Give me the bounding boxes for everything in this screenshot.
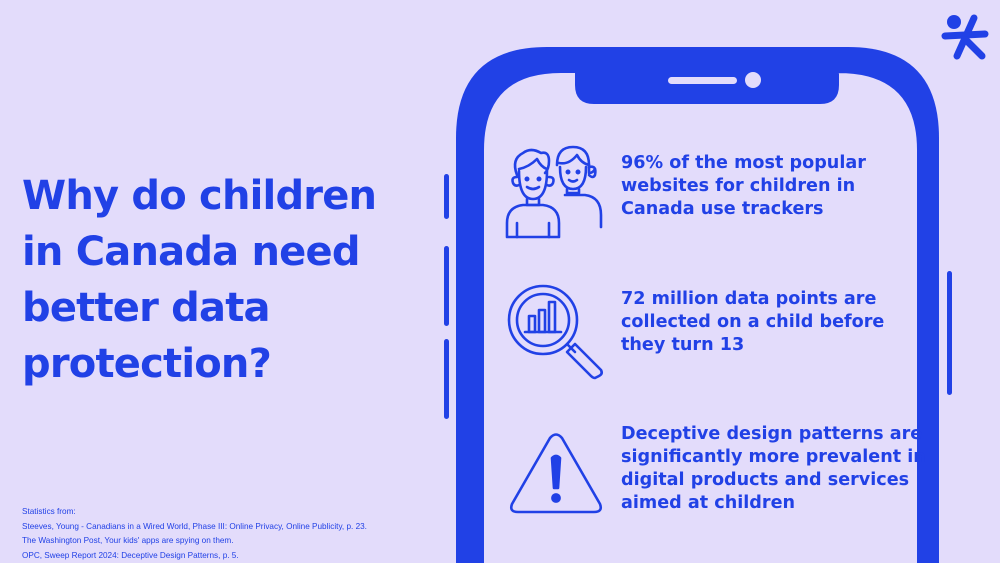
stat-trackers: 96% of the most popular websites for chi… [621, 152, 951, 221]
stat-line: 96% of the most popular [621, 153, 866, 173]
warning-icon [509, 433, 603, 514]
stat-line: Canada use trackers [621, 199, 824, 219]
stat-line: websites for children in [621, 176, 856, 196]
sources: Statistics from: Steeves, Young - Canadi… [22, 505, 367, 563]
stat-line: significantly more prevalent in [621, 447, 926, 467]
headline: Why do children in Canada need better da… [22, 168, 442, 392]
sources-heading: Statistics from: [22, 507, 76, 516]
stat-line: collected on a child before [621, 312, 885, 332]
stat-line: 72 million data points are [621, 289, 877, 309]
stat-line: Deceptive design patterns are [621, 424, 923, 444]
stat-line: aimed at children [621, 493, 796, 513]
headline-line-1: Why do children [22, 173, 377, 219]
children-icon [505, 145, 603, 239]
source-item: OPC, Sweep Report 2024: Deceptive Design… [22, 550, 239, 560]
source-item: The Washington Post, Your kids' apps are… [22, 536, 234, 545]
stat-deceptive-design: Deceptive design patterns are significan… [621, 423, 951, 515]
headline-line-2: in Canada need [22, 229, 360, 275]
magnifier-chart-icon [507, 284, 603, 380]
stat-line: digital products and services [621, 470, 910, 490]
headline-line-3: better data [22, 285, 271, 331]
source-item: Steeves, Young - Canadians in a Wired Wo… [22, 521, 367, 531]
person-plus-logo-icon [941, 14, 989, 60]
stat-data-points: 72 million data points are collected on … [621, 288, 951, 357]
stat-line: they turn 13 [621, 335, 745, 355]
headline-line-4: protection? [22, 341, 272, 387]
